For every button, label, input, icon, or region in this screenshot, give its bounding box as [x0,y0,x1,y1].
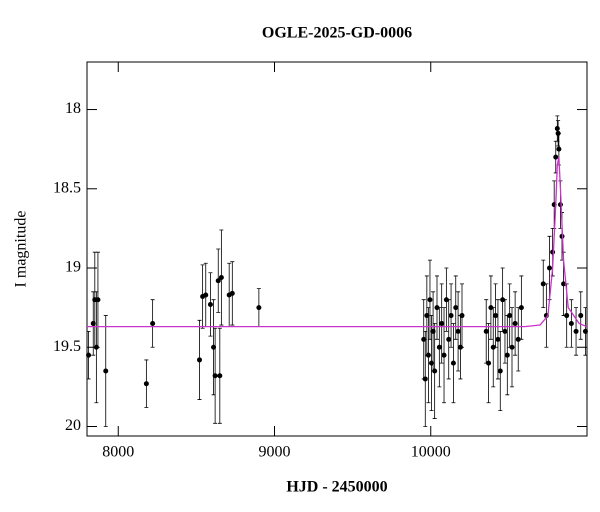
data-point [436,344,442,350]
y-tick-label: 19.5 [53,338,81,355]
data-point [422,376,428,382]
data-point [217,373,223,379]
data-point [507,313,513,319]
x-tick-label: 9000 [259,444,291,461]
y-tick-label: 18.5 [53,179,81,196]
data-point [553,154,559,160]
data-point [493,313,499,319]
data-point [495,336,501,342]
data-point [488,305,494,311]
data-point [203,292,209,298]
data-point [439,320,445,326]
data-point [578,313,584,319]
data-point [490,344,496,350]
data-point [86,352,92,358]
data-point [143,381,149,387]
data-point [459,313,465,319]
data-point [448,313,454,319]
data-point [434,305,440,311]
y-axis-label: I magnitude [13,211,30,288]
data-point [561,281,567,287]
data-point [500,297,506,303]
data-point [446,336,452,342]
x-tick-label: 10000 [411,444,451,461]
data-point [554,126,560,132]
data-point [207,301,213,307]
data-point [103,368,109,374]
data-point [212,373,218,379]
y-tick-label: 18 [65,100,81,117]
data-point [486,360,492,366]
data-point [432,368,438,374]
chart-title: OGLE-2025-GD-0006 [262,25,412,42]
data-point [515,336,521,342]
data-point [512,320,518,326]
data-point [483,328,489,334]
y-tick-label: 19 [65,259,81,276]
x-tick-label: 8000 [102,444,134,461]
data-point [229,290,235,296]
data-point [568,320,574,326]
data-point [497,368,503,374]
data-point [443,297,449,303]
data-point [547,265,552,271]
data-point [540,281,546,287]
data-point [427,297,433,303]
data-point [550,249,556,255]
data-point [504,352,510,358]
data-point [215,278,221,284]
data-point [197,357,202,363]
data-point [573,328,579,334]
data-point [518,305,524,311]
plot-frame [86,61,588,437]
data-point [218,275,224,281]
data-point [509,344,515,350]
model-curve [87,156,587,328]
data-point [95,297,101,303]
data-point [256,305,262,311]
data-point [450,360,456,366]
data-point [564,313,570,319]
data-point [425,352,431,358]
x-axis-label: HJD - 2450000 [286,479,387,496]
data-point [453,305,459,311]
data-point [455,328,461,334]
data-point [556,146,562,152]
data-point [441,352,447,358]
data-point [150,320,156,326]
y-tick-label: 20 [65,417,81,434]
data-point [502,328,508,334]
data-point [582,328,588,334]
